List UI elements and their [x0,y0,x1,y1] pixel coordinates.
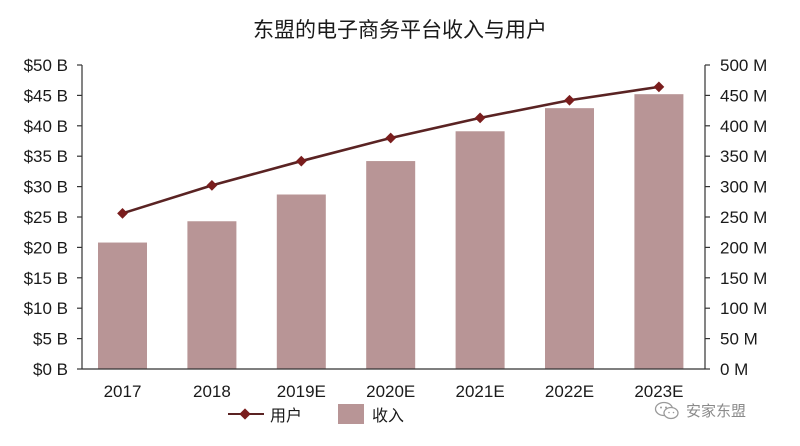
left-y-axis: $0 B $5 B $10 B $15 B $20 B $25 B $30 B $35 B $4… [24,56,83,379]
users-marker [117,207,128,219]
right-tick-label: 100 M [720,299,767,318]
x-tick-label: 2018 [193,382,231,401]
right-tick-label: 150 M [720,269,767,288]
legend: 用户 收入 [228,402,440,426]
legend-item-revenue: 收入 [338,402,404,426]
users-marker [206,180,218,191]
chart-title: 东盟的电子商务平台收入与用户 [253,18,547,42]
x-tick-label: 2019E [277,382,326,401]
revenue-bar [187,221,237,369]
left-tick-label: $30 B [24,178,68,197]
users-marker [474,112,486,124]
users-marker [385,132,397,144]
users-marker [295,155,307,167]
revenue-bar [366,161,416,369]
right-tick-label: 400 M [720,117,767,136]
right-tick-label: 250 M [720,208,767,227]
left-tick-label: $45 B [24,86,68,105]
watermark: 安家东盟 [654,400,746,421]
right-tick-label: 500 M [720,56,767,75]
right-tick-label: 450 M [720,86,767,105]
revenue-bar [634,94,684,370]
users-line [117,81,665,219]
left-tick-label: $25 B [24,208,68,227]
revenue-bar [545,108,594,369]
x-tick-label: 2020E [366,382,415,401]
wechat-icon [654,401,679,419]
x-tick-label: 2021E [456,382,505,401]
revenue-bar [455,131,505,369]
x-axis: 2017 2018 2019E 2020E 2021E 2022E 2023E [82,368,705,401]
right-tick-label: 0 M [720,360,748,379]
legend-label-users: 用户 [270,406,303,425]
left-tick-label: $0 B [33,360,68,379]
left-tick-label: $10 B [24,299,68,318]
right-tick-label: 350 M [720,147,767,166]
revenue-bars [98,94,684,370]
users-marker [564,94,575,106]
bar-swatch-icon [338,404,365,424]
legend-item-users: 用户 [228,402,302,426]
watermark-text: 安家东盟 [686,402,747,420]
x-tick-label: 2017 [104,382,142,401]
x-tick-label: 2022E [545,382,594,401]
legend-label-revenue: 收入 [372,406,405,425]
right-y-axis: 0 M 50 M 100 M 150 M 200 M 250 M 300 M 350 M 400… [704,56,767,379]
left-tick-label: $20 B [24,238,68,257]
left-tick-label: $5 B [33,330,68,349]
left-tick-label: $50 B [24,56,68,75]
left-tick-label: $40 B [24,117,68,136]
revenue-bar [98,242,147,369]
right-tick-label: 300 M [720,178,767,197]
right-tick-label: 50 M [720,330,758,349]
x-tick-label: 2023E [634,382,683,401]
line-marker-icon [228,407,264,421]
right-tick-label: 200 M [720,238,767,257]
revenue-bar [276,194,326,369]
left-tick-label: $35 B [24,147,68,166]
users-marker [653,81,665,93]
left-tick-label: $15 B [24,269,68,288]
